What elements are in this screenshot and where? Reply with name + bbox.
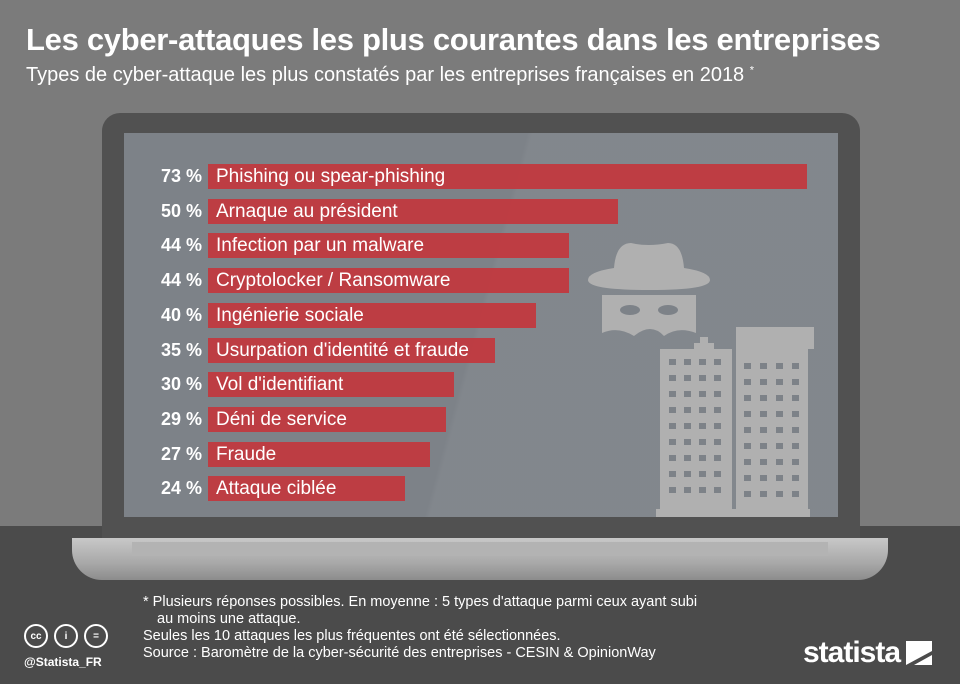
logo-text: statista [803, 636, 901, 669]
category-label: Phishing ou spear-phishing [216, 166, 446, 187]
footnote-1-cont: au moins une attaque. [157, 611, 301, 627]
bar-row: 35 % Usurpation d'identité et fraude [124, 337, 824, 363]
spy-icon [588, 243, 710, 336]
value-label: 44 % [160, 270, 202, 291]
bar [208, 164, 807, 189]
laptop-base [72, 538, 888, 580]
chart-subtitle: Types de cyber-attaque les plus constaté… [26, 64, 754, 87]
subtitle-footnote-mark: * [749, 64, 755, 77]
bar-row: 24 % Attaque ciblée [124, 476, 824, 502]
subtitle-text: Types de cyber-attaque les plus constaté… [26, 64, 745, 86]
value-label: 27 % [160, 443, 202, 464]
category-label: Attaque ciblée [216, 478, 337, 500]
bar-row: 40 % Ingénierie sociale [124, 302, 824, 328]
bar-row: 73 % Phishing ou spear-phishing [124, 164, 824, 189]
bar [208, 233, 570, 259]
bar-row: 30 % Vol d'identifiant [124, 372, 824, 398]
category-label: Ingénierie sociale [216, 304, 364, 326]
bar [208, 302, 537, 328]
buildings-icon [656, 327, 814, 517]
bar [208, 372, 455, 398]
bar [208, 268, 570, 294]
statista-logo[interactable]: statista [803, 636, 933, 670]
value-label: 44 % [160, 235, 202, 256]
laptop-keyboard-area [132, 542, 828, 556]
footnote-2: Seules les 10 attaques les plus fréquent… [143, 628, 561, 644]
category-label: Infection par un malware [216, 235, 425, 257]
value-label: 40 % [160, 304, 202, 325]
value-label: 50 % [160, 200, 202, 221]
category-label: Fraude [216, 443, 277, 465]
bar [208, 441, 430, 467]
category-label: Usurpation d'identité et fraude [216, 339, 469, 361]
category-label: Déni de service [216, 408, 347, 430]
value-label: 35 % [160, 339, 202, 360]
bar [208, 406, 446, 432]
bar [208, 476, 405, 502]
bar-row: 50 % Arnaque au président [124, 198, 824, 224]
source-text: Source : Baromètre de la cyber-sécurité … [143, 645, 656, 661]
bar-row: 29 % Déni de service [124, 406, 824, 432]
category-label: Vol d'identifiant [216, 374, 344, 396]
footnotes: * Plusieurs réponses possibles. En moyen… [143, 594, 697, 662]
bar-row: 44 % Cryptolocker / Ransomware [124, 268, 824, 294]
value-label: 29 % [160, 408, 202, 429]
bar [208, 198, 619, 224]
bar [208, 337, 496, 363]
category-label: Arnaque au président [216, 200, 398, 222]
chart-title: Les cyber-attaques les plus courantes da… [26, 22, 881, 57]
no-derivatives-icon: = [84, 624, 108, 648]
cc-icon: cc [24, 624, 48, 648]
footnote-1: * Plusieurs réponses possibles. En moyen… [143, 594, 698, 610]
laptop-screen: 73 % Phishing ou spear-phishing 50 % Arna… [124, 133, 838, 517]
value-label: 30 % [160, 374, 202, 395]
value-label: 73 % [160, 166, 202, 186]
category-label: Cryptolocker / Ransomware [216, 270, 451, 292]
bar-row: 27 % Fraude [124, 441, 824, 467]
attribution-icon: i [54, 624, 78, 648]
bar-row: 44 % Infection par un malware [124, 233, 824, 259]
creative-commons-icons: cc i = [24, 624, 108, 648]
value-label: 24 % [160, 478, 202, 499]
statista-logo-icon [906, 641, 933, 665]
twitter-handle: @Statista_FR [24, 655, 102, 669]
